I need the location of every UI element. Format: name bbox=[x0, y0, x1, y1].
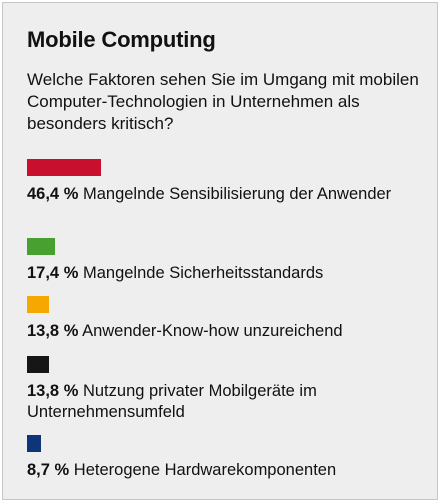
value-label-4: 13,8 % bbox=[27, 382, 79, 400]
result-item-3: 13,8 % Anwender-Know-how unzureichend bbox=[27, 296, 427, 342]
result-label-5: 8,7 % Heterogene Hardwarekomponenten bbox=[27, 460, 427, 481]
value-label-3: 13,8 % bbox=[27, 322, 79, 340]
category-label-2: Mangelnde Sicherheitsstandards bbox=[82, 264, 324, 282]
category-label-1: Mangelnde Sensibilisierung der Anwender bbox=[82, 185, 392, 203]
value-label-1: 46,4 % bbox=[27, 185, 79, 203]
result-item-1: 46,4 % Mangelnde Sensibilisierung der An… bbox=[27, 159, 427, 205]
category-label-4: Nutzung privater Mobilgeräte im Unterneh… bbox=[27, 382, 317, 421]
bar-1 bbox=[27, 159, 101, 176]
result-label-2: 17,4 % Mangelnde Sicherheitsstandards bbox=[27, 263, 427, 284]
result-label-3: 13,8 % Anwender-Know-how unzureichend bbox=[27, 321, 427, 342]
bar-5 bbox=[27, 435, 41, 452]
bar-3 bbox=[27, 296, 49, 313]
bar-4 bbox=[27, 356, 49, 373]
result-item-4: 13,8 % Nutzung privater Mobilgeräte im U… bbox=[27, 356, 427, 423]
value-label-5: 8,7 % bbox=[27, 461, 70, 479]
survey-question: Welche Faktoren sehen Sie im Umgang mit … bbox=[27, 70, 419, 133]
result-item-5: 8,7 % Heterogene Hardwarekomponenten bbox=[27, 435, 427, 481]
chart-panel: Mobile Computing Welche Faktoren sehen S… bbox=[2, 2, 438, 500]
result-label-1: 46,4 % Mangelnde Sensibilisierung der An… bbox=[27, 184, 427, 205]
result-item-2: 17,4 % Mangelnde Sicherheitsstandards bbox=[27, 238, 427, 284]
result-label-4: 13,8 % Nutzung privater Mobilgeräte im U… bbox=[27, 381, 427, 423]
value-label-2: 17,4 % bbox=[27, 264, 79, 282]
category-label-5: Heterogene Hardwarekomponenten bbox=[73, 461, 337, 479]
bar-2 bbox=[27, 238, 55, 255]
category-label-3: Anwender-Know-how unzureichend bbox=[82, 322, 343, 340]
chart-title: Mobile Computing bbox=[27, 27, 216, 52]
